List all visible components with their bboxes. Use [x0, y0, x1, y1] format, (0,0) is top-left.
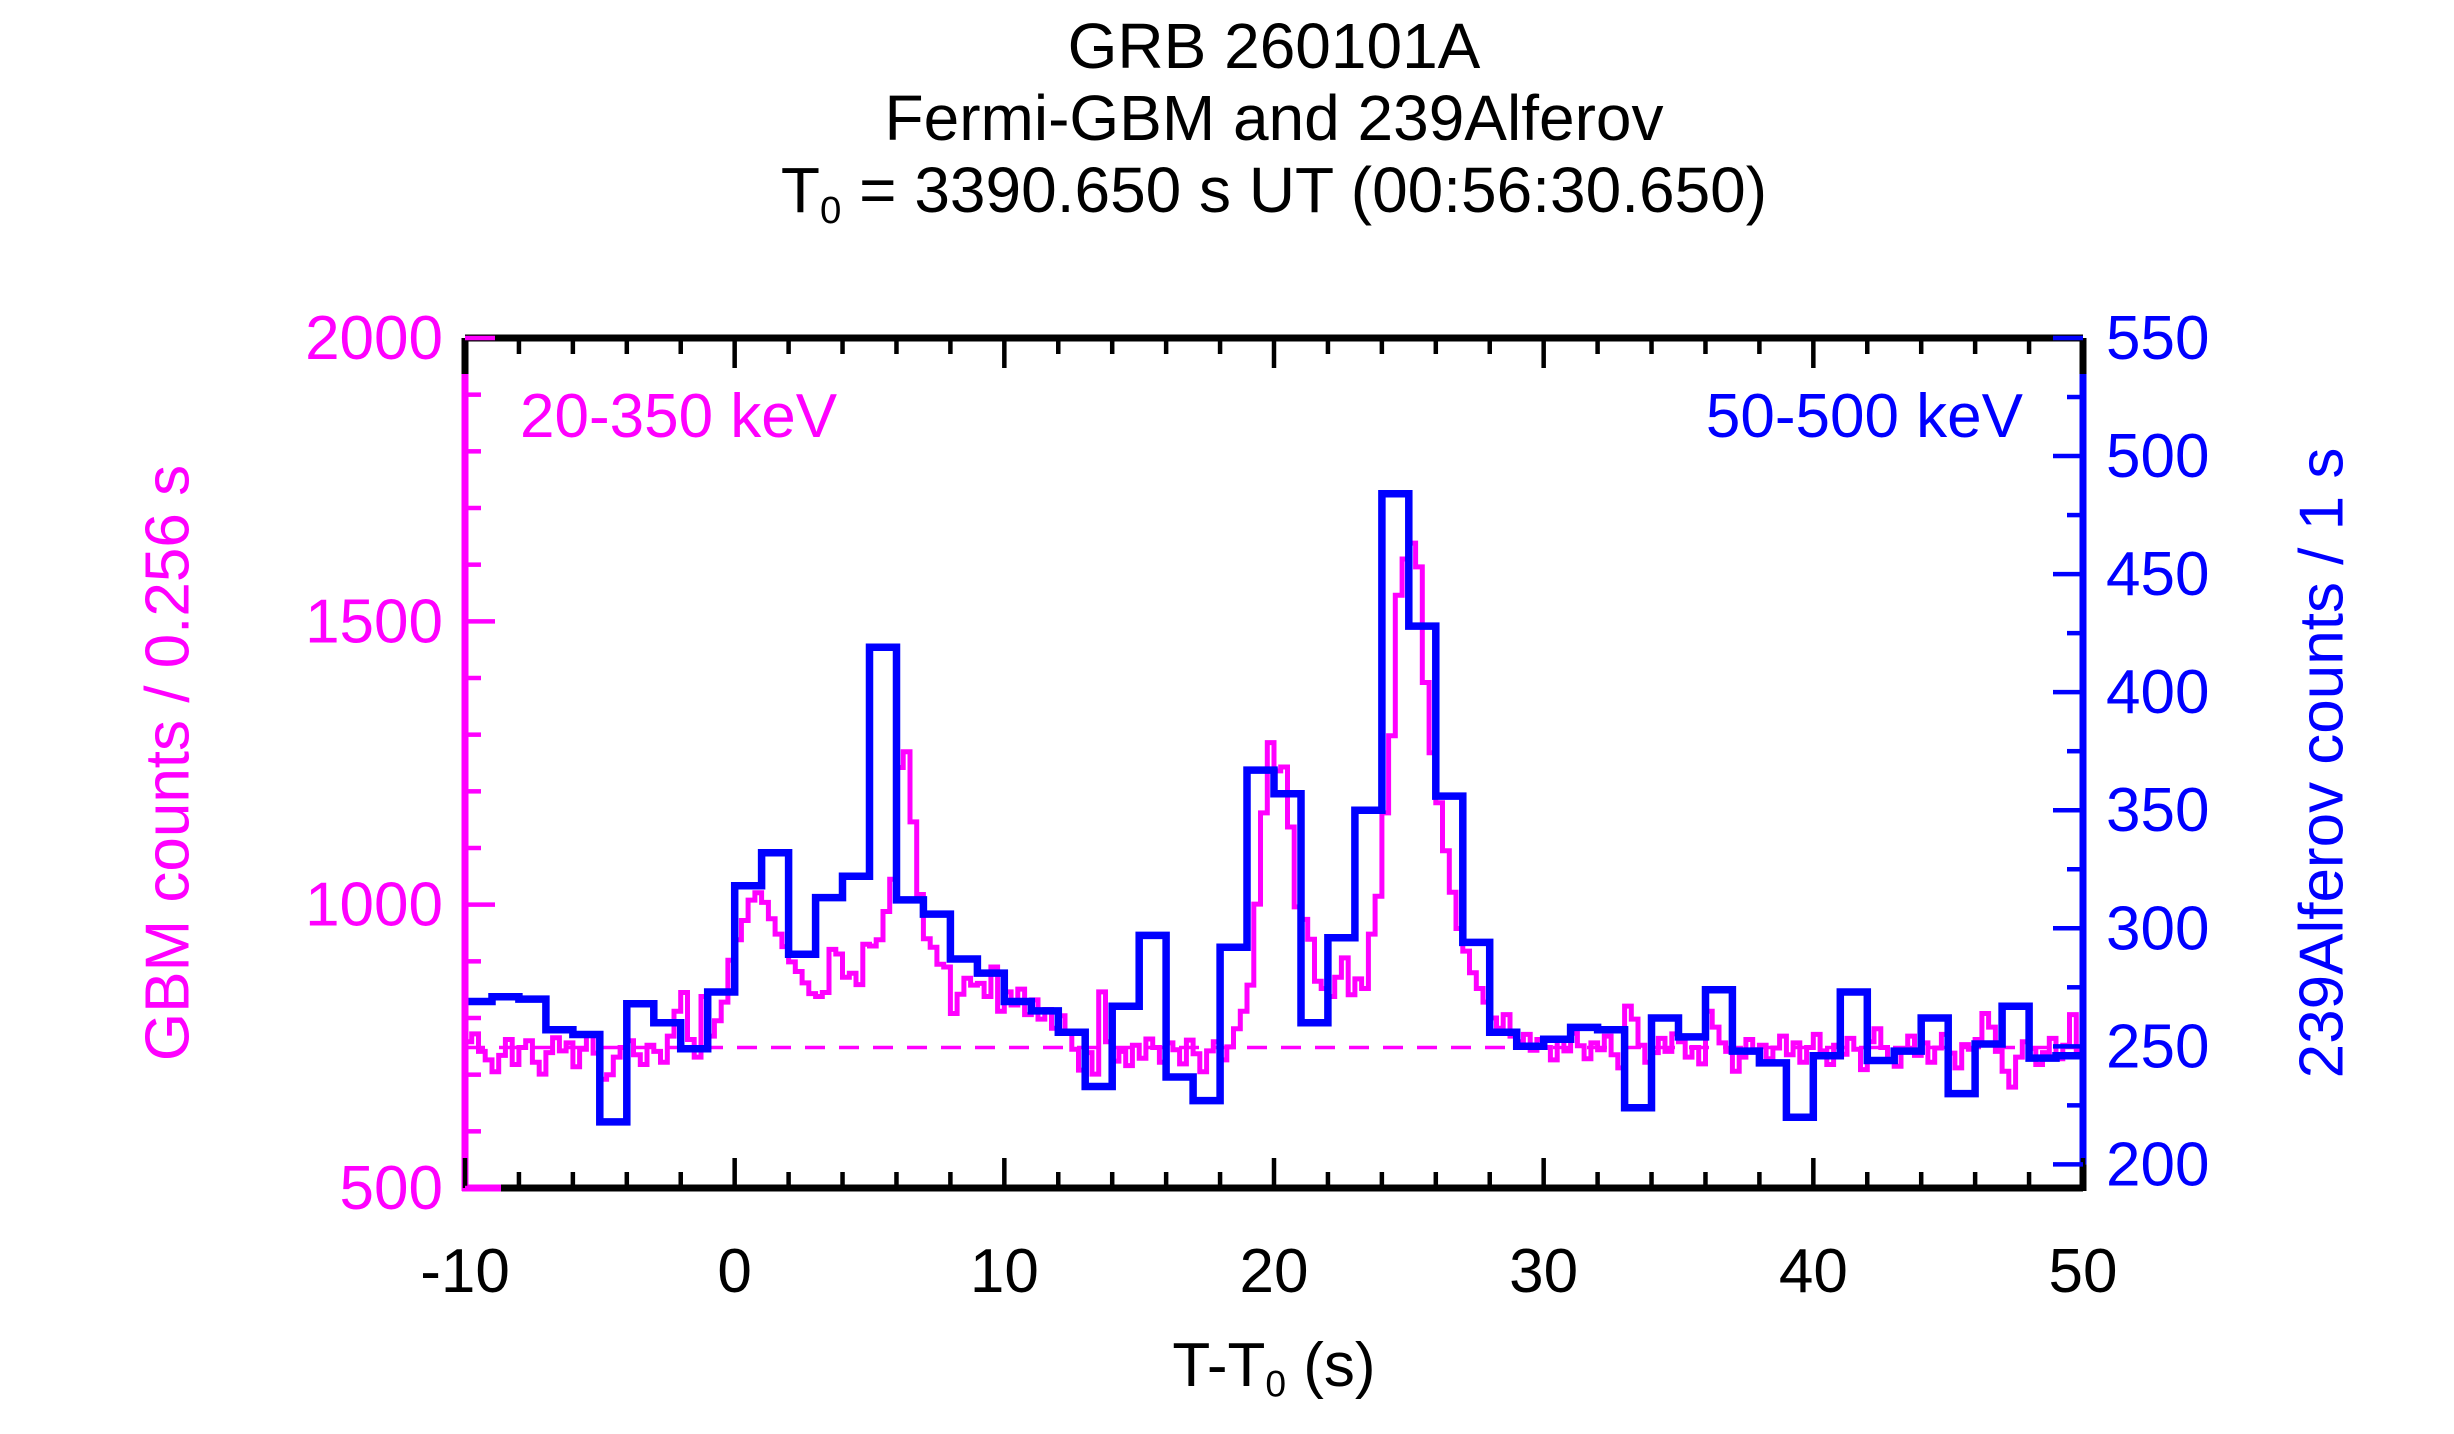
x-title-subscript: 0 — [1265, 1362, 1287, 1405]
left-tick-label: 1000 — [305, 871, 443, 940]
t0-symbol: T — [780, 154, 821, 226]
right-tick-label: 300 — [2106, 894, 2209, 963]
legend-gbm-band: 20-350 keV — [520, 382, 838, 451]
x-title-main: T-T — [1172, 1331, 1266, 1400]
x-tick-label: 50 — [2049, 1237, 2118, 1306]
x-tick-label: 0 — [717, 1237, 751, 1306]
right-tick-label: 400 — [2106, 658, 2209, 727]
right-axis-title: 239Alferov counts / 1 s — [2287, 447, 2357, 1079]
alferov-curve — [465, 490, 2083, 1126]
legend-alferov-band: 50-500 keV — [1705, 382, 2023, 451]
chart-title-block: GRB 260101A Fermi-GBM and 239Alferov T0 … — [465, 10, 2083, 247]
x-tick-label: 40 — [1779, 1237, 1848, 1306]
x-tick-label: 10 — [970, 1237, 1039, 1306]
left-tick-label: 2000 — [305, 304, 443, 373]
right-tick-label: 550 — [2106, 304, 2209, 373]
t0-subscript: 0 — [820, 188, 842, 232]
title-trigger-time: T0 = 3390.650 s UT (00:56:30.650) — [465, 154, 2083, 247]
right-tick-label: 200 — [2106, 1130, 2209, 1199]
left-axis-title: GBM counts / 0.256 s — [133, 464, 203, 1062]
left-tick-label: 500 — [340, 1154, 443, 1223]
x-tick-label: -10 — [420, 1237, 510, 1306]
right-tick-label: 350 — [2106, 776, 2209, 845]
right-tick-label: 450 — [2106, 540, 2209, 609]
t0-value: = 3390.650 s UT (00:56:30.650) — [841, 154, 1768, 226]
right-tick-label: 500 — [2106, 422, 2209, 491]
x-axis-title: T-T0 (s) — [465, 1330, 2083, 1405]
x-tick-label: 20 — [1240, 1237, 1309, 1306]
title-instruments: Fermi-GBM and 239Alferov — [884, 82, 1664, 154]
x-tick-label: 30 — [1509, 1237, 1578, 1306]
left-tick-label: 1500 — [305, 587, 443, 656]
right-tick-label: 250 — [2106, 1012, 2209, 1081]
title-grb-name: GRB 260101A — [1067, 10, 1481, 82]
x-title-units: (s) — [1286, 1331, 1376, 1400]
